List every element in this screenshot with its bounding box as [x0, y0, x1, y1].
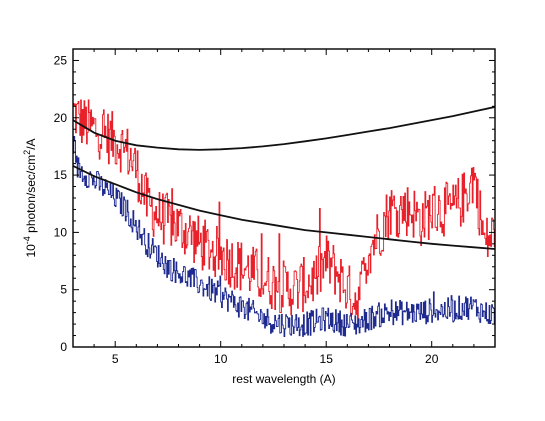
series-line-4	[73, 165, 495, 250]
y-axis-label-prefix: 10	[24, 244, 38, 258]
series-line-3	[73, 106, 495, 151]
x-tick-label: 15	[320, 352, 334, 366]
y-tick-label: 5	[60, 283, 67, 297]
y-tick-label: 15	[54, 168, 68, 182]
series-line-1	[73, 99, 495, 328]
y-tick-label: 20	[54, 111, 68, 125]
y-axis-label-suffix: /A	[24, 138, 38, 149]
y-axis-label-middle: photon/sec/cm	[24, 155, 38, 236]
y-axis-label: 10-4 photon/sec/cm2/A	[22, 138, 38, 257]
x-tick-label: 20	[425, 352, 439, 366]
x-axis-label: rest wavelength (A)	[232, 372, 335, 386]
y-tick-label: 0	[60, 340, 67, 354]
series-line-2	[73, 136, 495, 338]
x-tick-label: 10	[214, 352, 228, 366]
y-tick-label: 10	[54, 225, 68, 239]
plot-frame	[72, 48, 496, 348]
y-axis-label-exponent2: 2	[22, 150, 32, 155]
y-axis-label-exponent: -4	[22, 236, 32, 244]
series-layer	[73, 99, 495, 338]
ticks-layer: 5 10 15 20 0 5 10 15 20 25	[54, 48, 496, 366]
x-tick-label: 5	[112, 352, 119, 366]
y-tick-label: 25	[54, 53, 68, 67]
